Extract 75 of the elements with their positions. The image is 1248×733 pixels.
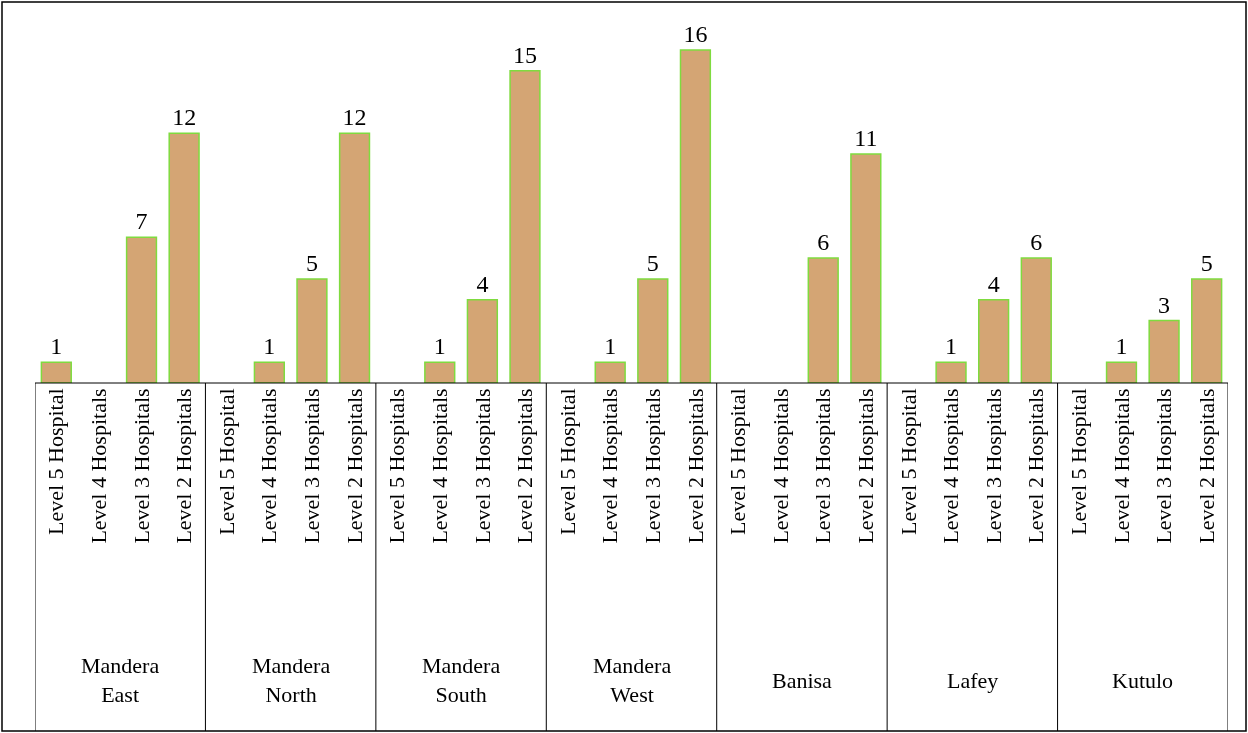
bar (253, 361, 285, 383)
data-label: 7 (135, 208, 148, 235)
bar (637, 278, 669, 383)
data-label: 4 (476, 270, 489, 297)
bar (1191, 278, 1223, 383)
text: Lafey (947, 668, 999, 693)
x-tick-label: Level 3 Hospitals (980, 388, 1006, 544)
x-tick-label: Level 5 Hospitals (384, 388, 410, 544)
x-tick-label: Level 5 Hospital (213, 388, 239, 536)
bar (807, 257, 839, 383)
bar (850, 153, 882, 383)
data-label: 1 (604, 333, 617, 360)
data-label: 6 (817, 229, 830, 256)
bar (1020, 257, 1052, 383)
bar (509, 70, 541, 383)
x-tick-label: Level 3 Hospitals (639, 388, 665, 544)
data-label: 3 (1158, 291, 1171, 318)
data-label: 11 (854, 125, 878, 152)
x-tick-label: Level 4 Hospitals (256, 388, 282, 544)
x-tick-label: Level 2 Hospitals (1023, 388, 1049, 544)
data-label: 5 (1200, 249, 1213, 276)
x-tick-label: Level 4 Hospitals (938, 388, 964, 544)
bar (978, 298, 1010, 383)
x-tick-label: Level 5 Hospital (1066, 388, 1092, 536)
bar (125, 236, 158, 383)
x-tick-label: Level 5 Hospital (895, 388, 921, 536)
x-tick-label: Level 5 Hospital (554, 388, 580, 536)
data-label: 1 (433, 333, 446, 360)
data-label: 1 (50, 333, 63, 360)
text: Banisa (772, 668, 833, 693)
text: Kutulo (1112, 668, 1174, 693)
bar (168, 132, 200, 383)
x-tick-label: Level 2 Hospitals (341, 388, 367, 544)
x-tick-label: Level 3 Hospitals (469, 388, 495, 544)
data-label: 4 (987, 270, 1000, 297)
x-tick-label: Level 3 Hospitals (299, 388, 325, 544)
bar (594, 361, 626, 383)
text: Mandera South (422, 653, 501, 707)
data-label: 1 (263, 333, 276, 360)
text: Mandera North (252, 653, 331, 707)
data-label: 16 (683, 20, 708, 47)
x-tick-label: Level 4 Hospitals (426, 388, 452, 544)
data-label: 5 (305, 249, 318, 276)
bar (679, 49, 712, 383)
x-tick-label: Level 5 Hospital (43, 388, 69, 536)
data-label: 5 (646, 249, 659, 276)
x-tick-label: Level 3 Hospitals (1151, 388, 1177, 544)
x-tick-label: Level 3 Hospitals (128, 388, 154, 544)
text: Mandera West (593, 653, 672, 707)
bar (424, 361, 456, 383)
data-label: 6 (1030, 229, 1043, 256)
x-tick-label: Level 2 Hospitals (682, 388, 708, 544)
text: Mandera East (81, 653, 160, 707)
bar (935, 361, 967, 383)
x-tick-label: Level 4 Hospitals (1108, 388, 1134, 544)
x-tick-label: Level 4 Hospitals (86, 388, 112, 544)
x-tick-label: Level 4 Hospitals (597, 388, 623, 544)
bar (40, 361, 72, 383)
x-tick-label: Level 2 Hospitals (171, 388, 197, 544)
data-label: 15 (512, 41, 537, 68)
data-label: 1 (1115, 333, 1128, 360)
bar (338, 132, 371, 383)
bar (1148, 319, 1180, 383)
bar (1105, 361, 1138, 383)
x-tick-label: Level 5 Hospital (725, 388, 751, 536)
x-tick-label: Level 4 Hospitals (767, 388, 793, 544)
x-tick-label: Level 2 Hospitals (852, 388, 878, 544)
bar (466, 298, 499, 383)
x-tick-label: Level 3 Hospitals (810, 388, 836, 544)
x-tick-label: Level 2 Hospitals (1193, 388, 1219, 544)
data-label: 1 (945, 333, 958, 360)
bar (296, 278, 328, 383)
x-tick-label: Level 2 Hospitals (512, 388, 538, 544)
data-label: 12 (342, 104, 367, 131)
data-label: 12 (172, 104, 197, 131)
